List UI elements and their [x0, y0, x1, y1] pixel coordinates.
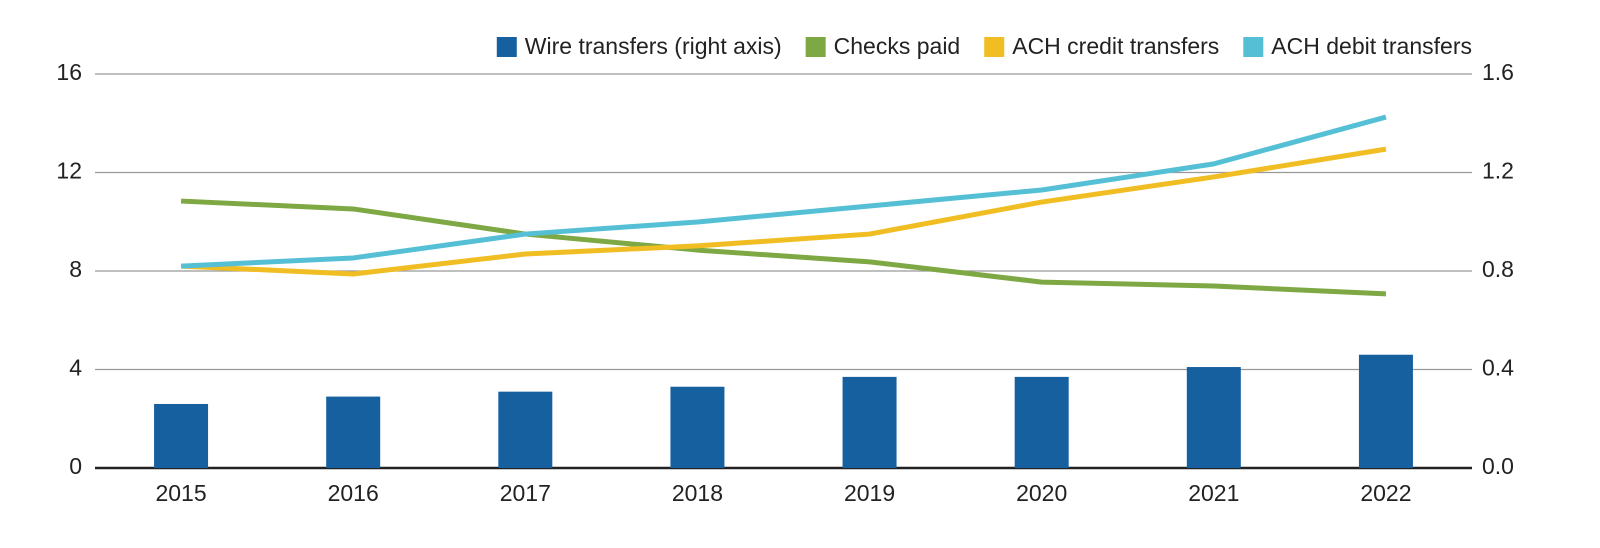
- legend-label: Wire transfers (right axis): [525, 33, 782, 59]
- legend-swatch: [805, 37, 826, 57]
- y2-tick-label: 1.2: [1482, 158, 1514, 184]
- y2-tick-label: 0.4: [1482, 355, 1514, 381]
- x-tick-label: 2022: [1360, 480, 1411, 506]
- legend-label: ACH debit transfers: [1271, 33, 1472, 59]
- y2-tick-label: 0.0: [1482, 453, 1514, 479]
- legend-label: ACH credit transfers: [1012, 33, 1219, 59]
- y-tick-label: 0: [69, 453, 82, 479]
- legend-item: ACH credit transfers: [984, 33, 1219, 59]
- bar: [842, 376, 897, 468]
- y2-tick-label: 0.8: [1482, 256, 1514, 282]
- y2-tick-label: 1.6: [1482, 59, 1514, 85]
- x-tick-label: 2017: [500, 480, 551, 506]
- legend-item: Wire transfers (right axis): [496, 33, 782, 59]
- legend-item: ACH debit transfers: [1243, 33, 1472, 59]
- x-tick-label: 2018: [672, 480, 723, 506]
- bar: [326, 396, 381, 468]
- x-tick-label: 2015: [155, 480, 206, 506]
- y-tick-label: 12: [56, 158, 82, 184]
- legend-item: Checks paid: [805, 33, 961, 59]
- line: [180, 114, 1387, 269]
- bar: [1014, 376, 1069, 468]
- bar: [670, 386, 725, 468]
- legend-label: Checks paid: [834, 33, 961, 59]
- x-tick-label: 2019: [844, 480, 895, 506]
- x-tick-label: 2016: [328, 480, 379, 506]
- bar: [1186, 367, 1241, 468]
- x-tick-label: 2021: [1188, 480, 1239, 506]
- bar: [498, 391, 553, 468]
- legend-swatch: [984, 37, 1005, 57]
- y-tick-label: 4: [69, 355, 82, 381]
- y-tick-label: 8: [69, 256, 82, 282]
- line: [180, 198, 1387, 297]
- legend-swatch: [1243, 37, 1264, 57]
- x-tick-label: 2020: [1016, 480, 1067, 506]
- bar: [1358, 354, 1413, 468]
- legend-swatch: [496, 37, 517, 57]
- bar: [154, 403, 209, 468]
- line: [180, 146, 1387, 277]
- y-tick-label: 16: [56, 59, 82, 85]
